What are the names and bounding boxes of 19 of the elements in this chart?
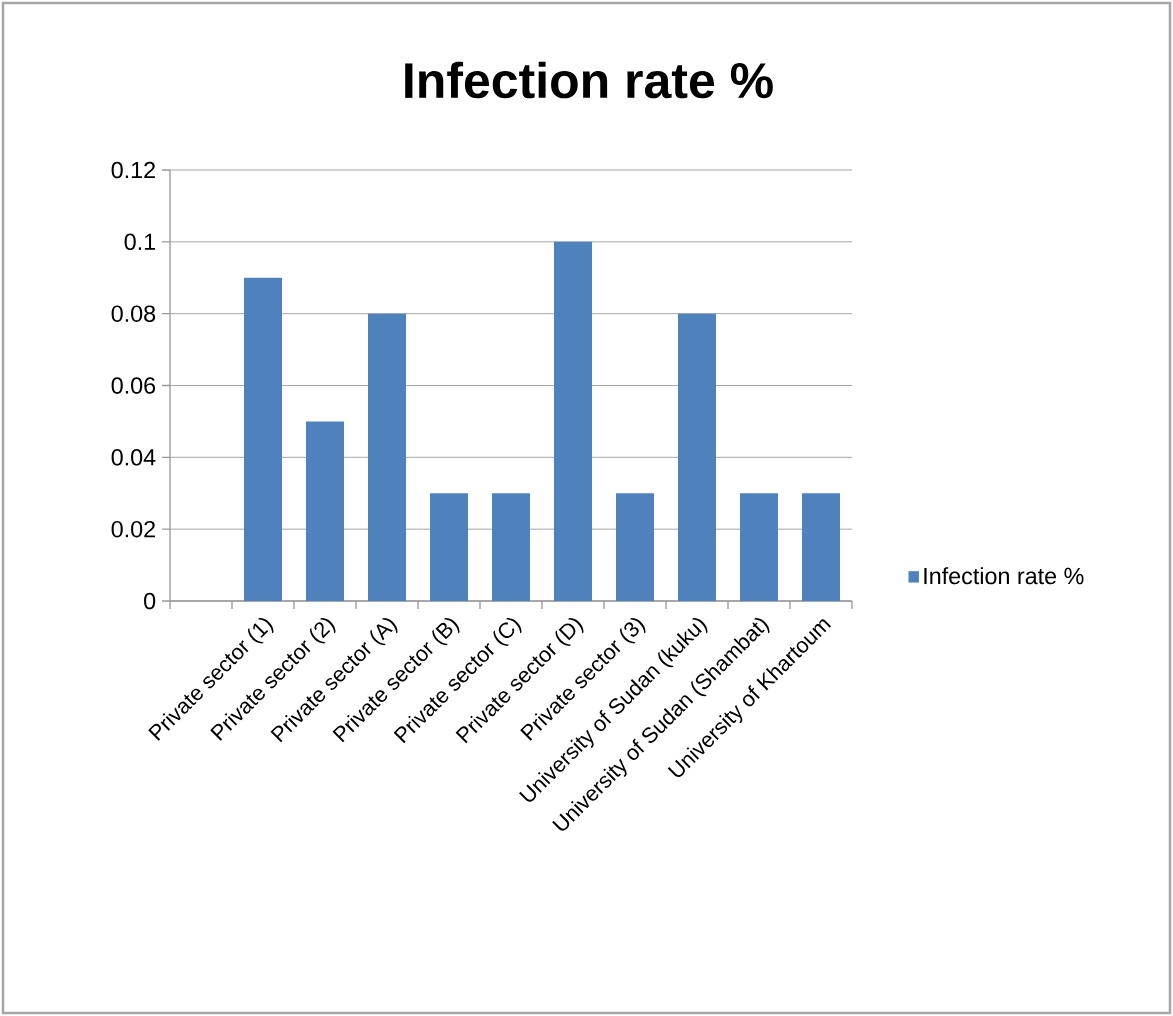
y-tick-label: 0.1	[124, 233, 155, 251]
y-tick-label: 0	[144, 592, 156, 610]
y-tick-label: 0.02	[111, 520, 155, 538]
y-tick-label: 0.12	[111, 161, 155, 179]
bar	[244, 277, 282, 601]
chart-title: Infection rate %	[405, 61, 773, 99]
bar	[739, 493, 778, 601]
y-tick-label: 0.04	[111, 449, 156, 466]
y-tick-label: 0.06	[111, 377, 156, 394]
bar	[430, 493, 468, 601]
y-tick-label: 0.08	[111, 305, 156, 322]
bar	[677, 313, 716, 601]
legend-label: Infection rate %	[924, 567, 1084, 585]
bar	[492, 493, 530, 601]
bar	[801, 493, 840, 601]
bar	[368, 313, 406, 601]
bar	[554, 241, 592, 601]
bar	[306, 421, 344, 601]
bar	[616, 493, 654, 601]
